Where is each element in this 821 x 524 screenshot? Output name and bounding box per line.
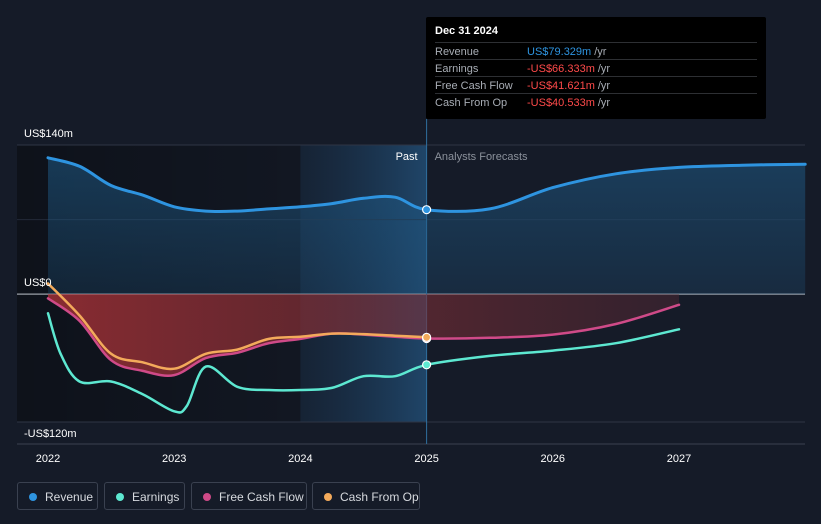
negative-area — [48, 294, 679, 376]
tooltip-row-revenue: Revenue US$79.329m/yr — [435, 42, 757, 60]
legend-label: Revenue — [45, 490, 94, 504]
earnings-marker — [422, 360, 432, 370]
revenue-dot-icon — [29, 493, 37, 501]
tooltip-label: Earnings — [435, 63, 479, 75]
tooltip-label: Revenue — [435, 46, 480, 58]
x-tick-label: 2026 — [541, 453, 565, 465]
legend-item-revenue[interactable]: Revenue — [17, 482, 98, 510]
cash-from-op-dot-icon — [324, 493, 332, 501]
cash-from-op-marker — [422, 332, 432, 342]
forecast-label: Analysts Forecasts — [435, 151, 528, 163]
x-tick-label: 2022 — [36, 453, 60, 465]
tooltip-value: -US$40.533m/yr — [527, 97, 611, 109]
x-tick-label: 2024 — [288, 453, 312, 465]
x-tick-label: 2027 — [667, 453, 691, 465]
legend-item-cash-from-op[interactable]: Cash From Op — [312, 482, 420, 510]
y-tick-label: US$0 — [24, 277, 52, 289]
tooltip-value: -US$66.333m/yr — [527, 63, 611, 75]
tooltip-value: US$79.329m/yr — [527, 46, 607, 58]
cash-from-op-line — [46, 282, 428, 371]
x-tick-label: 2025 — [414, 453, 438, 465]
tooltip-row-earnings: Earnings -US$66.333m/yr — [435, 59, 757, 77]
tooltip-row-free-cash-flow: Free Cash Flow -US$41.621m/yr — [435, 76, 757, 94]
y-tick-label: US$140m — [24, 128, 73, 140]
x-tick-label: 2023 — [162, 453, 186, 465]
past-label: Past — [396, 151, 418, 163]
revenue-area — [48, 157, 806, 295]
legend-item-free-cash-flow[interactable]: Free Cash Flow — [191, 482, 307, 510]
legend-label: Free Cash Flow — [219, 490, 304, 504]
data-tooltip: Dec 31 2024 Revenue US$79.329m/yr Earnin… — [426, 17, 766, 119]
tooltip-row-cash-from-op: Cash From Op -US$40.533m/yr — [435, 93, 757, 111]
revenue-line — [46, 156, 807, 213]
earnings-line — [46, 312, 681, 414]
legend-label: Earnings — [132, 490, 180, 504]
revenue-marker — [422, 205, 432, 215]
tooltip-value: -US$41.621m/yr — [527, 80, 611, 92]
earnings-dot-icon — [116, 493, 124, 501]
free-cash-flow-dot-icon — [203, 493, 211, 501]
tooltip-label: Cash From Op — [435, 97, 508, 109]
legend-item-earnings[interactable]: Earnings — [104, 482, 185, 510]
legend-label: Cash From Op — [340, 490, 419, 504]
y-tick-label: -US$120m — [24, 428, 77, 440]
tooltip-date: Dec 31 2024 — [435, 25, 498, 37]
free-cash-flow-line — [46, 297, 681, 377]
tooltip-label: Free Cash Flow — [435, 80, 513, 92]
